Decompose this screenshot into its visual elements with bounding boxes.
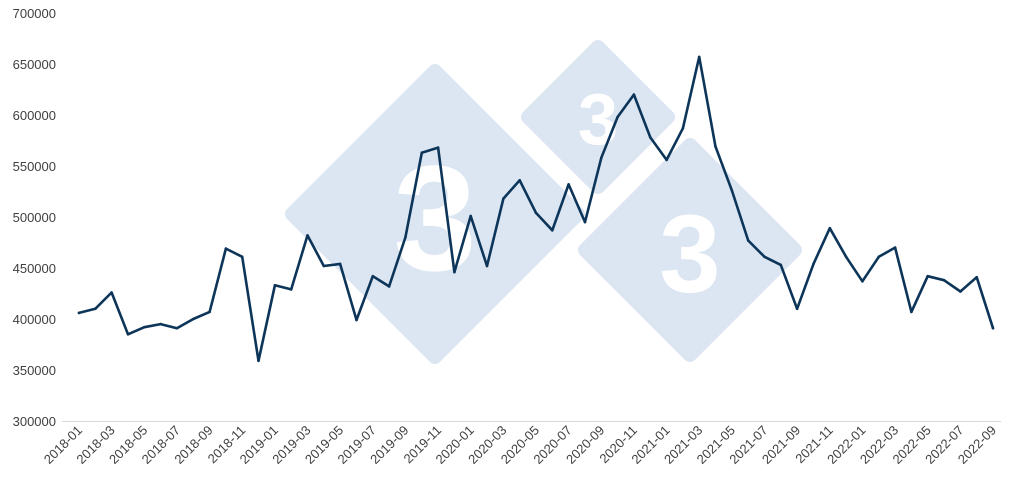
- data-point: [616, 115, 619, 119]
- data-point: [567, 183, 570, 186]
- y-tick-label: 650000: [13, 57, 56, 72]
- data-point: [975, 275, 978, 279]
- y-tick-label: 700000: [13, 6, 56, 21]
- data-point: [877, 255, 881, 259]
- data-point: [795, 307, 799, 311]
- x-axis: 2018-012018-032018-052018-072018-092018-…: [41, 423, 999, 467]
- data-point: [991, 326, 995, 330]
- logo-diamond-3: 3: [578, 138, 802, 362]
- data-point: [192, 317, 195, 321]
- data-point: [959, 290, 962, 293]
- data-point: [420, 151, 424, 154]
- data-point: [159, 322, 162, 326]
- data-point: [746, 239, 750, 242]
- y-tick-label: 300000: [13, 414, 56, 429]
- data-point: [893, 246, 897, 249]
- data-point: [322, 264, 326, 268]
- data-point: [338, 262, 342, 266]
- data-point: [208, 310, 211, 314]
- data-point: [926, 274, 929, 278]
- data-point: [600, 156, 603, 160]
- data-point: [942, 278, 946, 282]
- series-group: [77, 55, 995, 363]
- data-point: [94, 307, 97, 311]
- logo-glyph: 3: [578, 80, 618, 160]
- data-point: [534, 211, 538, 215]
- data-point: [714, 145, 717, 148]
- logo-diamond-1: 3: [285, 64, 585, 364]
- data-point: [665, 158, 668, 162]
- y-axis: 300000 350000 400000 450000 500000 550000 6000…: [13, 6, 56, 429]
- data-point: [355, 318, 358, 322]
- logo-diamond-2: 3: [521, 40, 675, 194]
- data-point: [649, 136, 652, 139]
- data-point: [485, 264, 489, 268]
- data-point: [224, 247, 228, 250]
- data-point: [306, 234, 309, 237]
- y-tick-label: 450000: [13, 261, 56, 276]
- data-point: [77, 311, 81, 315]
- y-tick-label: 400000: [13, 312, 56, 327]
- data-point: [240, 255, 244, 259]
- data-point: [632, 93, 636, 96]
- data-point: [844, 255, 848, 259]
- data-point: [779, 263, 783, 267]
- data-point: [861, 280, 864, 283]
- logo-glyph: 3: [659, 193, 720, 316]
- data-point: [436, 146, 440, 149]
- y-tick-label: 350000: [13, 363, 56, 378]
- data-point: [681, 127, 685, 130]
- data-point: [910, 310, 913, 314]
- data-point: [697, 55, 701, 59]
- data-point: [828, 226, 832, 230]
- data-point: [257, 359, 260, 363]
- data-point: [371, 274, 375, 278]
- y-tick-label: 600000: [13, 108, 56, 123]
- data-point: [551, 229, 554, 232]
- logo-watermark: 333: [285, 40, 802, 364]
- data-point: [387, 285, 391, 288]
- data-point: [273, 284, 277, 287]
- data-point: [502, 197, 505, 200]
- data-point: [404, 236, 407, 239]
- data-point: [143, 325, 146, 329]
- data-point: [110, 291, 113, 294]
- data-point: [583, 220, 587, 224]
- data-point: [763, 255, 766, 259]
- y-tick-label: 550000: [13, 159, 56, 174]
- logo-glyph: 3: [393, 134, 476, 302]
- data-point: [812, 262, 815, 266]
- data-point: [175, 326, 179, 330]
- data-point: [730, 189, 734, 192]
- data-point: [453, 270, 456, 274]
- data-point: [126, 333, 130, 336]
- data-point: [518, 179, 521, 182]
- data-point: [469, 214, 473, 218]
- data-point: [289, 288, 293, 291]
- y-tick-label: 500000: [13, 210, 56, 225]
